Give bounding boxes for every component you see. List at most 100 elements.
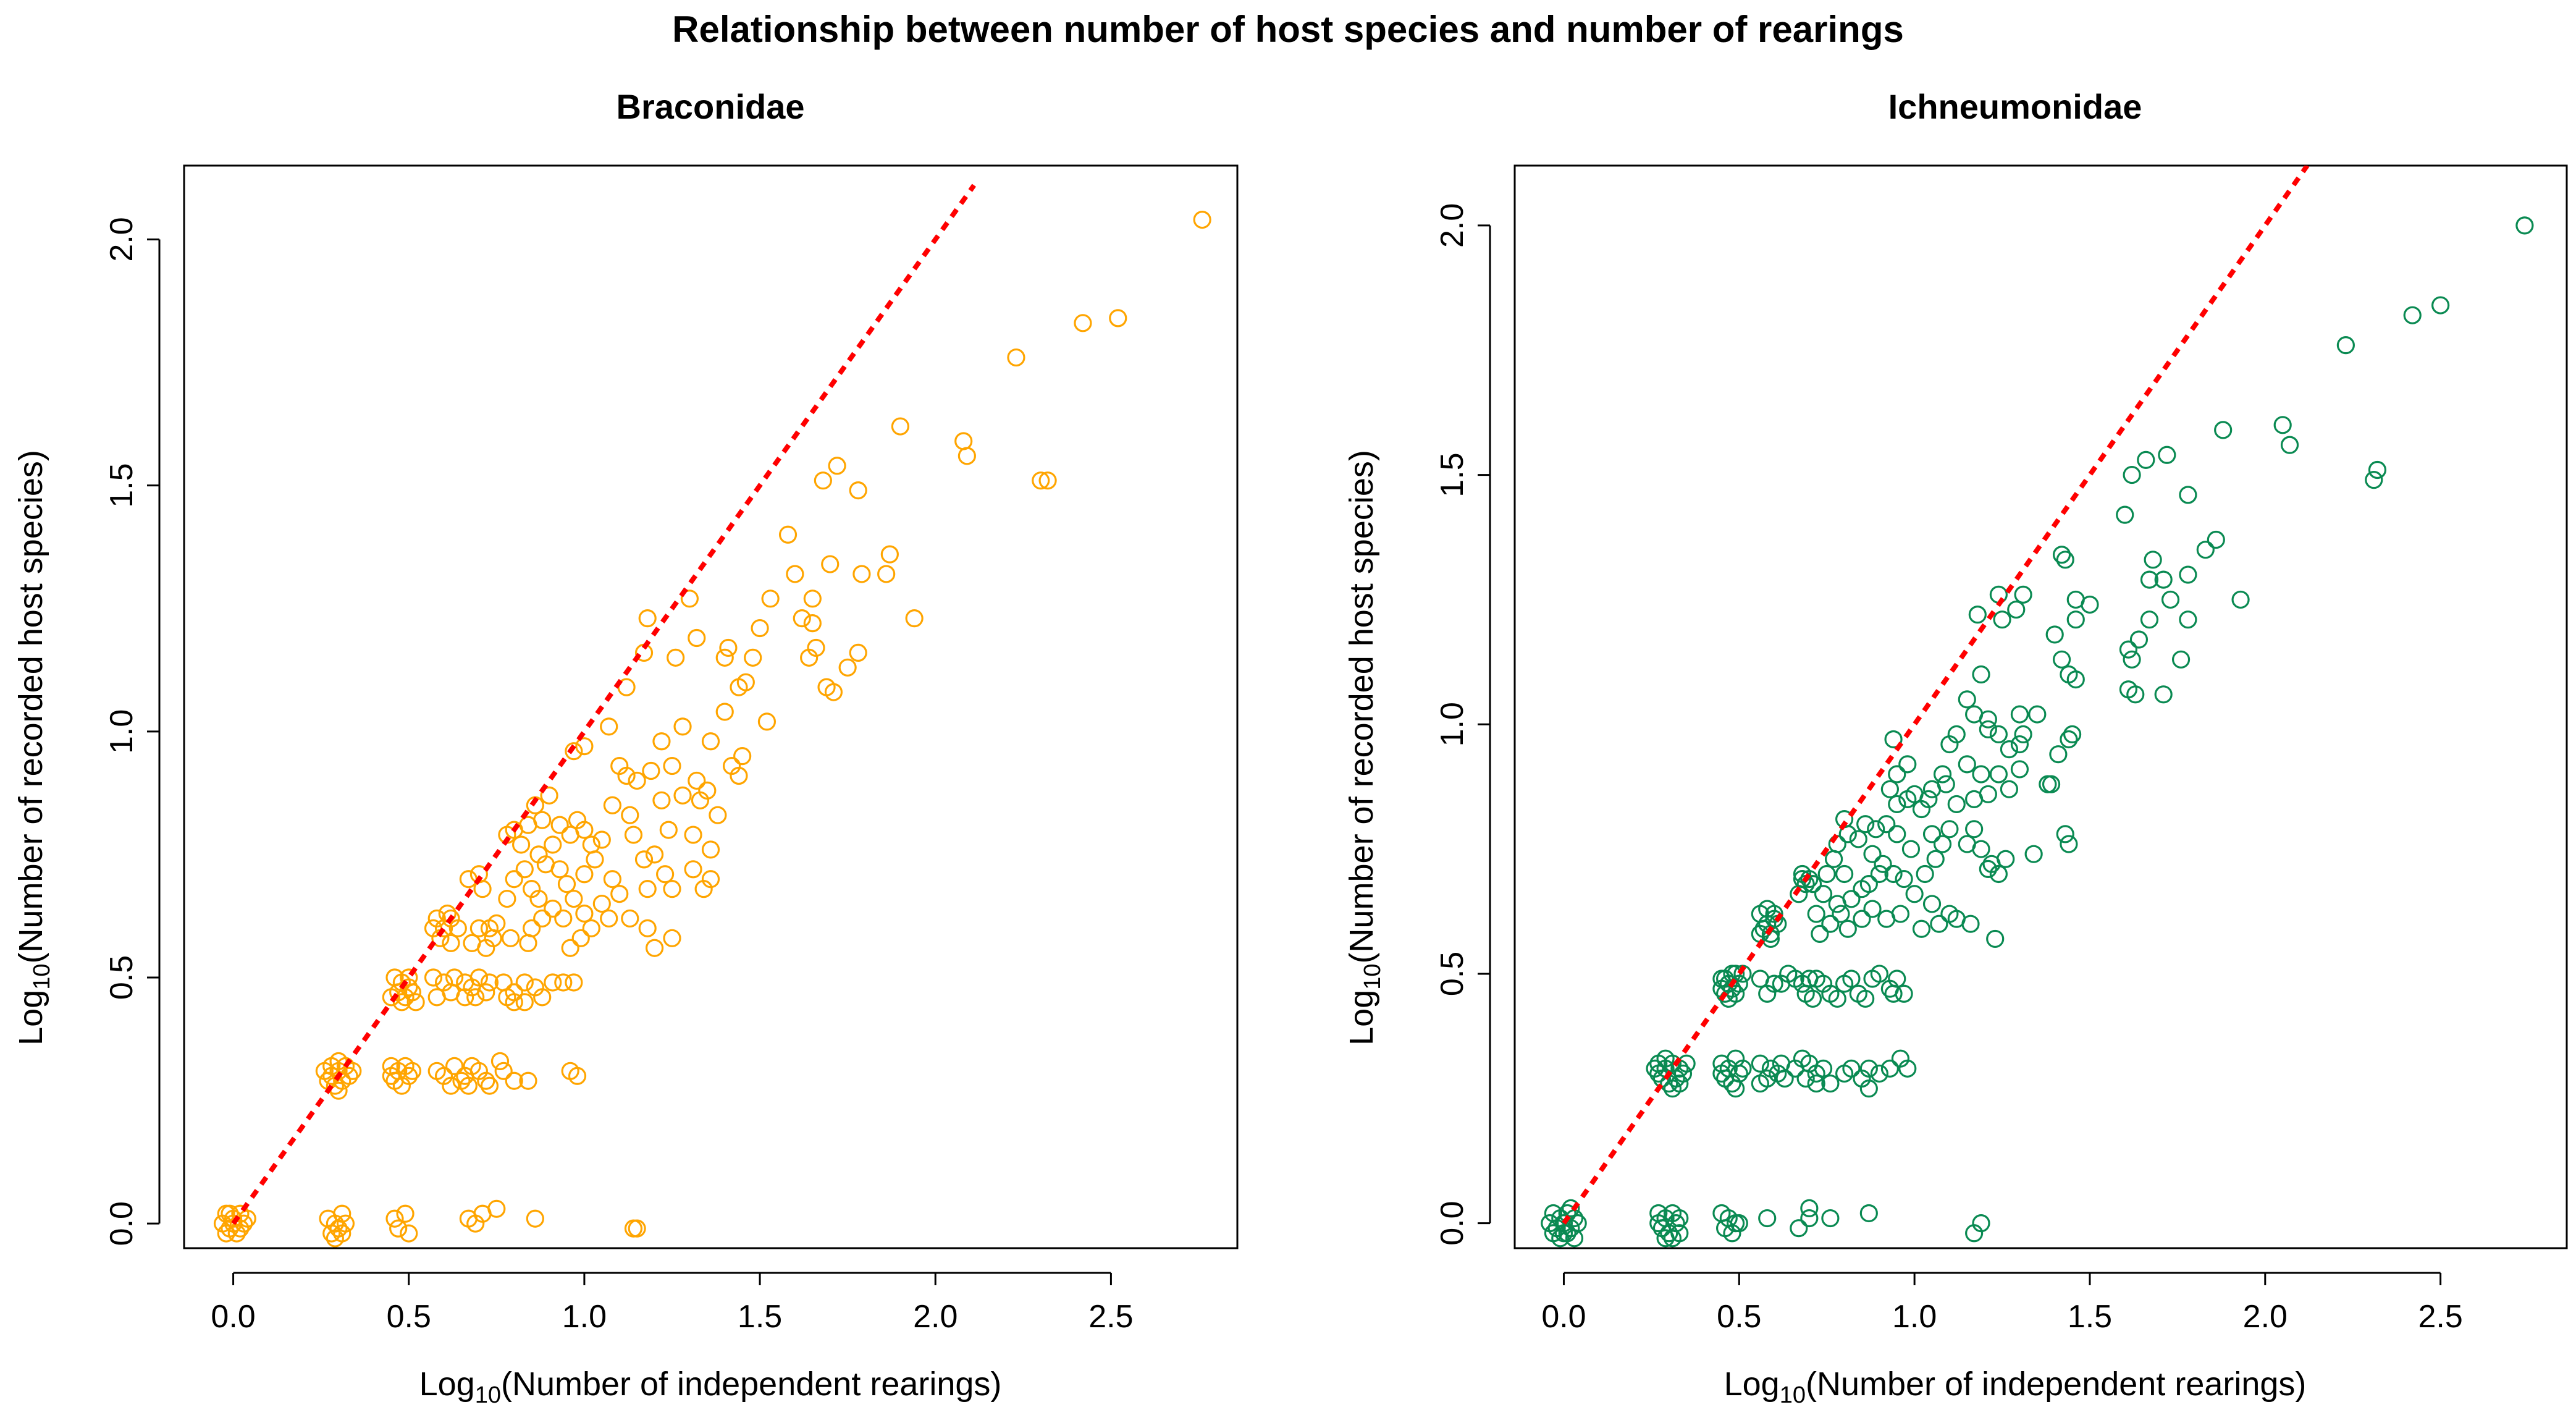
panel-title-braconidae: Braconidae	[617, 87, 805, 126]
data-point	[659, 821, 678, 839]
data-point	[2207, 530, 2225, 549]
data-point	[691, 791, 710, 809]
data-point	[469, 968, 489, 987]
data-point	[1922, 780, 1942, 798]
data-point	[1038, 471, 1057, 490]
data-point	[673, 786, 692, 805]
data-point	[477, 1071, 495, 1090]
data-point	[621, 909, 639, 928]
data-point	[1670, 1224, 1689, 1243]
data-point	[1807, 1074, 1825, 1093]
data-point	[2063, 725, 2082, 744]
data-point	[663, 929, 681, 947]
y-tick-label-braconidae: 1.5	[104, 463, 140, 507]
data-point	[519, 1071, 537, 1090]
data-point	[1912, 919, 1931, 938]
data-point	[2129, 630, 2149, 649]
data-point	[1821, 1074, 1840, 1093]
data-point	[1922, 825, 1942, 843]
data-point	[1863, 845, 1882, 863]
reference-line-braconidae	[231, 184, 977, 1225]
data-point	[1835, 864, 1854, 884]
data-point	[1800, 1209, 1819, 1228]
data-point	[501, 929, 520, 947]
data-point	[1800, 1199, 1819, 1218]
data-point	[1832, 905, 1850, 923]
data-point	[1880, 780, 1900, 798]
data-point	[1859, 1059, 1878, 1078]
data-point	[1814, 1059, 1833, 1078]
data-point	[1972, 665, 1990, 684]
data-point	[515, 993, 534, 1012]
data-point	[1965, 705, 1984, 724]
data-point	[1958, 835, 1976, 853]
data-point	[2052, 650, 2071, 669]
data-point	[554, 909, 573, 928]
data-point	[1884, 864, 1903, 884]
data-point	[1007, 348, 1025, 367]
data-point	[2171, 650, 2191, 669]
data-point	[1803, 989, 1822, 1008]
data-point	[1842, 1059, 1861, 1078]
data-point	[1544, 1224, 1563, 1243]
data-point	[1712, 1064, 1731, 1083]
data-point	[1940, 905, 1959, 923]
data-point	[550, 860, 569, 879]
data-point	[1958, 690, 1976, 709]
data-point	[1898, 755, 1917, 774]
data-point	[382, 1067, 400, 1085]
data-point	[2060, 835, 2078, 853]
x-tick-label-ichneumonidae: 2.5	[2418, 1299, 2462, 1335]
data-point	[1811, 924, 1829, 943]
y-tick-label-braconidae: 2.0	[104, 217, 140, 261]
data-point	[1895, 984, 1913, 1003]
data-point	[684, 860, 702, 879]
data-point	[733, 747, 752, 766]
data-point	[624, 826, 643, 844]
data-point	[2000, 740, 2019, 759]
data-point	[498, 889, 516, 908]
data-point	[849, 481, 867, 500]
data-point	[1821, 1209, 1840, 1228]
data-point	[2042, 775, 2061, 793]
data-point	[2368, 460, 2387, 479]
data-point	[778, 525, 798, 544]
data-point	[852, 565, 871, 583]
data-point	[701, 870, 720, 889]
data-point	[505, 993, 523, 1012]
data-point	[1940, 735, 1959, 754]
data-point	[1979, 860, 1997, 878]
data-point	[515, 860, 534, 879]
data-point	[2066, 610, 2085, 629]
data-point	[1972, 1214, 1990, 1233]
data-point	[456, 1067, 474, 1085]
data-point	[1898, 1059, 1917, 1078]
data-point	[1758, 1069, 1777, 1088]
data-point	[544, 835, 562, 854]
data-point	[1074, 314, 1092, 332]
data-point	[1727, 984, 1745, 1003]
data-point	[715, 703, 734, 721]
data-point	[1817, 864, 1836, 884]
data-point	[838, 658, 857, 677]
y-tick-label-ichneumonidae: 0.0	[1434, 1201, 1470, 1245]
data-point	[880, 545, 899, 564]
x-tick-label-braconidae: 0.5	[387, 1299, 431, 1335]
data-point	[1109, 309, 1127, 327]
data-point	[1926, 850, 1945, 868]
data-point	[1979, 720, 1997, 738]
data-point	[2179, 610, 2197, 629]
data-point	[803, 614, 822, 633]
data-point	[645, 939, 664, 957]
data-point	[688, 771, 706, 790]
data-point	[1758, 900, 1777, 918]
data-point	[445, 1057, 464, 1075]
data-point	[1856, 989, 1875, 1008]
data-point	[680, 589, 699, 608]
data-point	[645, 845, 664, 864]
data-point	[592, 894, 611, 913]
data-point	[1870, 1064, 1888, 1083]
data-point	[403, 983, 422, 1002]
x-tick-label-braconidae: 0.0	[211, 1299, 255, 1335]
data-point	[424, 968, 443, 987]
